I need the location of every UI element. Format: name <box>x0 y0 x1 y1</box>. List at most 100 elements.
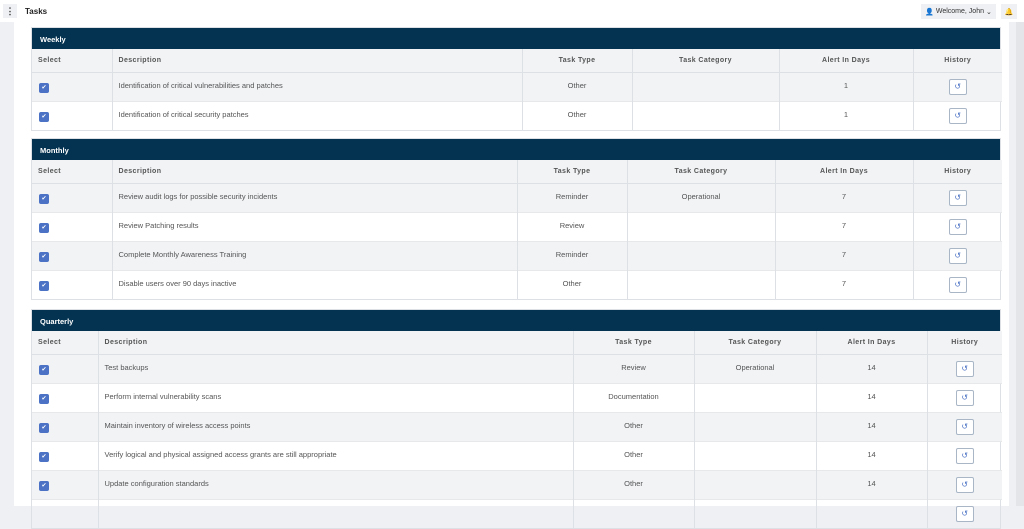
history-icon[interactable]: ↺ <box>955 476 974 493</box>
description-cell: Update configuration standards <box>98 469 574 499</box>
history-icon[interactable]: ↺ <box>948 218 967 235</box>
column-header-alert-in-days[interactable]: Alert In Days <box>779 49 914 73</box>
column-header-description[interactable]: Description <box>112 160 518 184</box>
select-checkbox[interactable]: ✔ <box>39 111 49 122</box>
history-cell: ↺ <box>913 182 1002 212</box>
history-cell: ↺ <box>927 382 1002 412</box>
history-icon[interactable]: ↺ <box>955 447 974 464</box>
select-checkbox[interactable]: ✔ <box>39 451 49 462</box>
task-category-cell <box>627 211 776 241</box>
history-icon[interactable]: ↺ <box>948 78 967 95</box>
alert-days-cell: 1 <box>779 100 914 130</box>
column-header-task-category[interactable]: Task Category <box>694 331 817 355</box>
select-cell: ✔ <box>32 100 113 130</box>
user-menu-button[interactable]: 👤 Welcome, John ⌄ <box>921 4 996 19</box>
column-header-task-type[interactable]: Task Type <box>517 160 628 184</box>
select-checkbox[interactable]: ✔ <box>39 422 49 433</box>
history-icon[interactable]: ↺ <box>948 247 967 264</box>
history-cell: ↺ <box>927 469 1002 499</box>
task-category-cell <box>694 411 817 441</box>
chevron-down-icon: ⌄ <box>985 8 992 16</box>
kebab-menu-icon[interactable]: ⋮ <box>3 4 17 18</box>
select-checkbox[interactable]: ✔ <box>39 364 49 375</box>
description-cell: Complete Monthly Awareness Training <box>112 240 518 270</box>
select-checkbox[interactable]: ✔ <box>39 280 49 291</box>
table-row: ✔ Perform internal vulnerability scans D… <box>32 382 1002 412</box>
bell-icon[interactable]: 🔔 <box>1001 4 1017 19</box>
select-checkbox[interactable]: ✔ <box>39 193 49 204</box>
column-header-task-category[interactable]: Task Category <box>627 160 776 184</box>
select-checkbox[interactable]: ✔ <box>39 82 49 93</box>
select-checkbox[interactable]: ✔ <box>39 251 49 262</box>
column-header-history[interactable]: History <box>927 331 1002 355</box>
task-category-cell <box>627 240 776 270</box>
alert-days-cell: 7 <box>775 182 914 212</box>
history-icon[interactable]: ↺ <box>955 418 974 435</box>
history-icon[interactable]: ↺ <box>955 505 974 522</box>
table-row: ↺ <box>32 498 1002 528</box>
column-header-task-category[interactable]: Task Category <box>632 49 780 73</box>
alert-days-cell: 14 <box>816 440 928 470</box>
alert-days-cell: 14 <box>816 411 928 441</box>
alert-days-cell: 7 <box>775 269 914 299</box>
history-cell: ↺ <box>913 71 1002 101</box>
table-row: ✔ Review audit logs for possible securit… <box>32 182 1002 212</box>
task-type-cell: Review <box>517 211 628 241</box>
history-cell: ↺ <box>913 100 1002 130</box>
select-checkbox[interactable]: ✔ <box>39 393 49 404</box>
column-header-task-type[interactable]: Task Type <box>573 331 695 355</box>
column-header-select[interactable]: Select <box>32 160 113 184</box>
task-type-cell: Other <box>522 71 633 101</box>
welcome-label: Welcome, John <box>935 8 984 15</box>
section-title: Weekly <box>32 28 1000 49</box>
column-header-select[interactable]: Select <box>32 49 113 73</box>
history-cell: ↺ <box>927 353 1002 383</box>
task-category-cell <box>632 71 780 101</box>
history-cell: ↺ <box>913 269 1002 299</box>
task-category-cell <box>627 269 776 299</box>
history-icon[interactable]: ↺ <box>948 276 967 293</box>
task-type-cell: Reminder <box>517 240 628 270</box>
column-header-select[interactable]: Select <box>32 331 99 355</box>
description-cell: Verify logical and physical assigned acc… <box>98 440 574 470</box>
alert-days-cell: 1 <box>779 71 914 101</box>
task-category-cell <box>694 382 817 412</box>
column-header-description[interactable]: Description <box>98 331 574 355</box>
history-cell: ↺ <box>927 440 1002 470</box>
column-header-alert-in-days[interactable]: Alert In Days <box>775 160 914 184</box>
history-icon[interactable]: ↺ <box>955 389 974 406</box>
task-type-cell: Review <box>573 353 695 383</box>
tasks-table: Select Description Task Type Task Category A… <box>32 49 1002 130</box>
header-row: Select Description Task Type Task Category A… <box>32 160 1002 184</box>
description-cell: Identification of critical vulnerabiliti… <box>112 71 523 101</box>
column-header-task-type[interactable]: Task Type <box>522 49 633 73</box>
select-cell: ✔ <box>32 411 99 441</box>
history-cell: ↺ <box>927 411 1002 441</box>
history-icon[interactable]: ↺ <box>948 189 967 206</box>
select-cell: ✔ <box>32 469 99 499</box>
alert-days-cell: 14 <box>816 382 928 412</box>
column-header-description[interactable]: Description <box>112 49 523 73</box>
task-category-cell <box>632 100 780 130</box>
scrollbar[interactable] <box>1016 22 1024 506</box>
description-cell: Review Patching results <box>112 211 518 241</box>
column-header-alert-in-days[interactable]: Alert In Days <box>816 331 928 355</box>
task-category-cell: Operational <box>627 182 776 212</box>
task-type-cell: Other <box>573 440 695 470</box>
section-weekly: Weekly Select Description Task Type Task Ca… <box>31 27 1002 131</box>
select-checkbox[interactable]: ✔ <box>39 222 49 233</box>
history-cell: ↺ <box>913 240 1002 270</box>
select-checkbox[interactable]: ✔ <box>39 480 49 491</box>
table-row: ✔ Complete Monthly Awareness Training Re… <box>32 240 1002 270</box>
history-icon[interactable]: ↺ <box>955 360 974 377</box>
table-row: ✔ Verify logical and physical assigned a… <box>32 440 1002 470</box>
column-header-history[interactable]: History <box>913 49 1002 73</box>
alert-days-cell: 14 <box>816 469 928 499</box>
history-icon[interactable]: ↺ <box>948 107 967 124</box>
user-icon: 👤 <box>925 8 934 16</box>
description-cell: Identification of critical security patc… <box>112 100 523 130</box>
select-cell: ✔ <box>32 211 113 241</box>
column-header-history[interactable]: History <box>913 160 1002 184</box>
alert-days-cell: 7 <box>775 211 914 241</box>
task-category-cell <box>694 469 817 499</box>
